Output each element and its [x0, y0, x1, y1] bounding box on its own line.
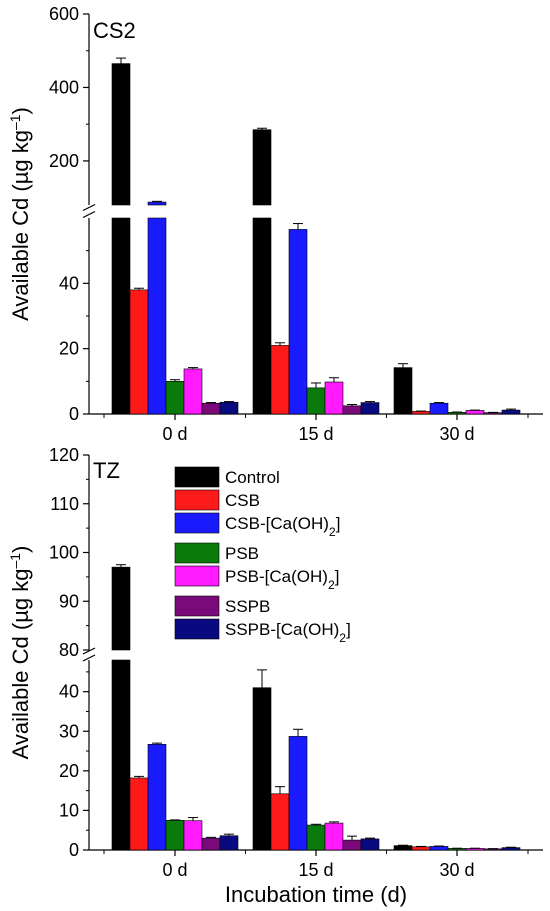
bar-control-15-d-upper: [252, 129, 272, 206]
bar-csb-30-d: [411, 411, 431, 415]
bar-csb-ca-oh-2-30-d: [429, 402, 449, 415]
bar-csb-ca-oh-2-15-d: [288, 736, 308, 851]
bar-csb-15-d: [270, 345, 290, 415]
bar-control-15-d: [252, 217, 272, 415]
bar-psb-ca-oh-2-30-d: [465, 410, 485, 415]
legend-label-sspb: SSPB: [225, 597, 270, 616]
y-axis-title: Available Cd (µg kg–1): [7, 107, 33, 321]
bar-csb-ca-oh-2-0-d: [147, 744, 167, 851]
bar-sspb-ca-oh-2-30-d: [501, 847, 521, 851]
x-tick-label: 15 d: [298, 860, 333, 880]
bar-sspb-15-d: [342, 405, 362, 415]
axis-break-mark: [82, 210, 96, 219]
bar-csb-ca-oh-2-0-d-upper: [147, 201, 167, 206]
y-tick-label: 90: [59, 591, 79, 611]
legend-swatch-control: [174, 466, 220, 488]
bar-psb-ca-oh-2-0-d: [183, 368, 203, 415]
bar-csb-0-d: [129, 289, 149, 415]
bar-psb-15-d: [306, 824, 326, 851]
y-tick-label: 100: [49, 543, 79, 563]
bar-psb-0-d: [165, 820, 185, 851]
legend-label-control: Control: [225, 468, 280, 487]
bar-sspb-30-d: [483, 412, 503, 415]
y-tick-label: 80: [59, 640, 79, 660]
bar-sspb-0-d: [201, 402, 221, 415]
bar-psb-15-d: [306, 387, 326, 415]
legend-label-csb: CSB: [225, 491, 260, 510]
y-tick-label: 200: [49, 151, 79, 171]
y-tick-label: 10: [59, 800, 79, 820]
bar-csb-ca-oh-2-0-d: [147, 217, 167, 415]
bar-sspb-ca-oh-2-0-d: [219, 401, 239, 415]
bar-psb-ca-oh-2-15-d: [324, 381, 344, 415]
panel-label: TZ: [93, 458, 120, 483]
axis-break-mark: [82, 654, 96, 662]
legend-swatch-sspb: [174, 595, 220, 617]
legend-swatch-sspb-ca-oh-2: [174, 618, 220, 640]
bar-control-30-d: [393, 367, 413, 415]
bar-control-0-d: [111, 659, 131, 851]
legend-label-sspb-ca-oh-2: SSPB-[Ca(OH)2]: [225, 620, 351, 645]
x-tick-label: 30 d: [439, 424, 474, 444]
y-axis-title: Available Cd (µg kg–1): [7, 546, 33, 760]
x-tick-label: 0 d: [162, 424, 187, 444]
bar-sspb-ca-oh-2-30-d: [501, 409, 521, 415]
y-tick-label: 600: [49, 4, 79, 24]
bar-control-30-d: [393, 845, 413, 851]
y-tick-label: 120: [49, 445, 79, 465]
x-tick-label: 15 d: [298, 424, 333, 444]
legend-label-csb-ca-oh-2: CSB-[Ca(OH)2]: [225, 514, 340, 539]
x-tick-label: 0 d: [162, 860, 187, 880]
bar-control-0-d: [111, 217, 131, 415]
x-tick-label: 30 d: [439, 860, 474, 880]
bar-control-15-d: [252, 687, 272, 851]
bar-sspb-ca-oh-2-15-d: [360, 402, 380, 415]
bar-control-0-d-upper: [111, 566, 131, 651]
x-axis-title: Incubation time (d): [225, 882, 407, 907]
bar-sspb-0-d: [201, 837, 221, 851]
chart-panel-cs2: 200 400 600 0 20 40 0 d 15 d 30 d CS2 Available Cd…: [7, 4, 543, 444]
legend-label-psb-ca-oh-2: PSB-[Ca(OH)2]: [225, 567, 340, 592]
bar-csb-ca-oh-2-15-d: [288, 229, 308, 415]
chart-panel-tz: 80 90 100 110 120 0 10 20 30 40 0 d 15 d 30 d TZ Avail…: [7, 445, 543, 907]
y-tick-label: 0: [69, 840, 79, 860]
legend-swatch-psb: [174, 542, 220, 564]
bar-csb-15-d: [270, 793, 290, 851]
y-tick-label: 400: [49, 77, 79, 97]
legend-label-psb: PSB: [225, 544, 259, 563]
bar-sspb-15-d: [342, 839, 362, 851]
legend: Control CSB CSB-[Ca(OH)2] PSB PSB-[Ca(OH)2] S…: [174, 466, 351, 645]
axis-break-mark: [82, 203, 96, 212]
y-tick-label: 40: [59, 273, 79, 293]
bar-control-0-d-upper: [111, 63, 131, 206]
legend-swatch-csb: [174, 489, 220, 511]
bar-sspb-ca-oh-2-15-d: [360, 838, 380, 851]
panel-label: CS2: [93, 18, 136, 43]
bar-psb-30-d: [447, 412, 467, 415]
bar-csb-ca-oh-2-30-d: [429, 846, 449, 851]
bar-psb-0-d: [165, 381, 185, 415]
axis-break-mark: [82, 647, 96, 655]
y-tick-label: 40: [59, 682, 79, 702]
y-tick-label: 0: [69, 404, 79, 424]
y-tick-label: 110: [50, 494, 79, 514]
bar-sspb-ca-oh-2-0-d: [219, 835, 239, 851]
y-tick-label: 20: [59, 339, 79, 359]
y-tick-label: 30: [59, 721, 79, 741]
y-tick-label: 20: [59, 761, 79, 781]
bar-csb-0-d: [129, 777, 149, 851]
bar-csb-30-d: [411, 846, 431, 851]
bar-psb-ca-oh-2-15-d: [324, 822, 344, 851]
legend-swatch-psb-ca-oh-2: [174, 565, 220, 587]
legend-swatch-csb-ca-oh-2: [174, 512, 220, 534]
bar-psb-ca-oh-2-0-d: [183, 820, 203, 851]
